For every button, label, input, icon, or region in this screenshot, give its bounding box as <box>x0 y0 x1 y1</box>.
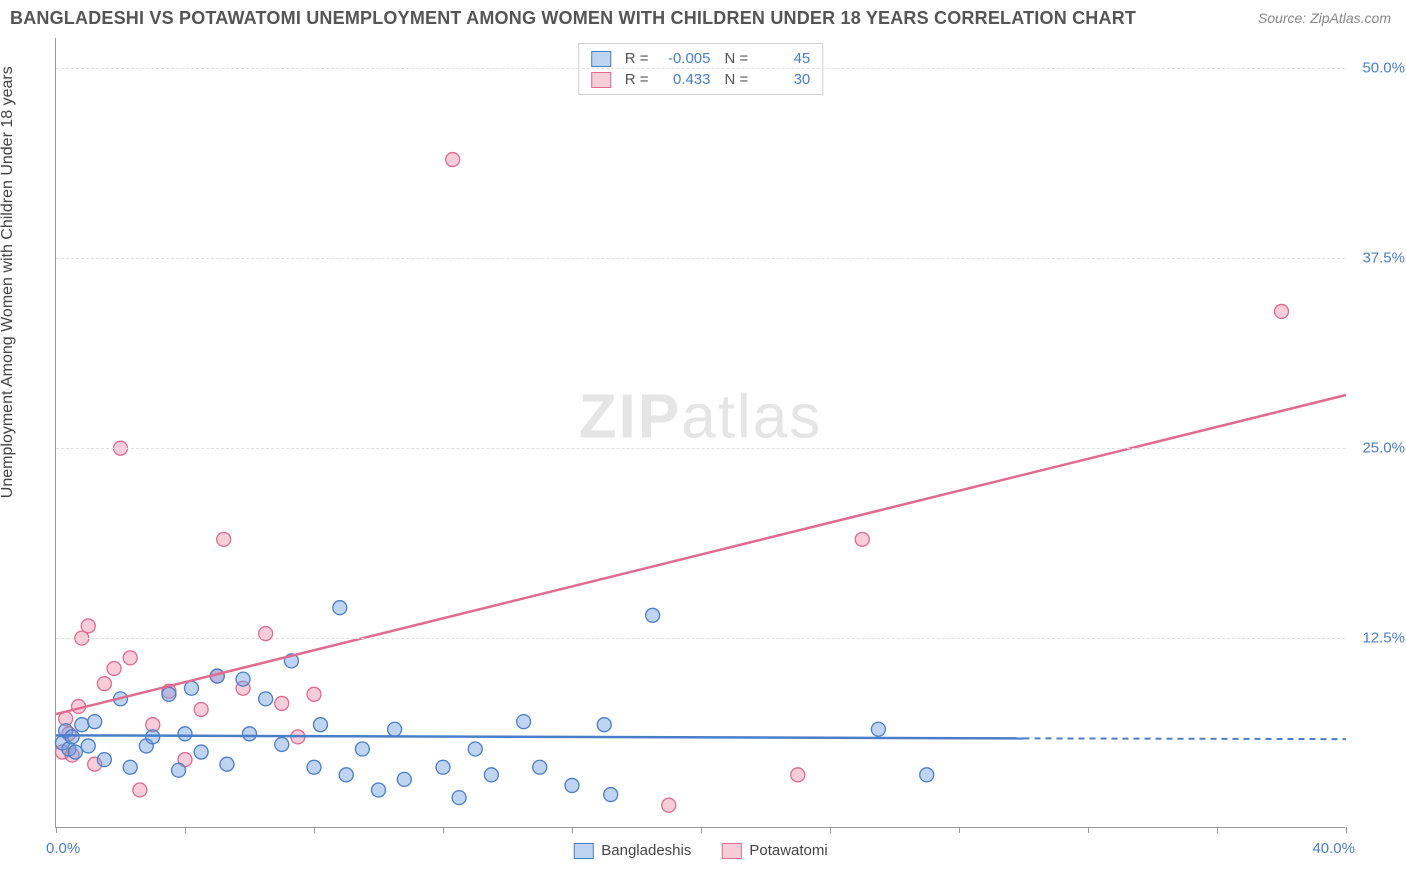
scatter-point <box>243 727 257 741</box>
scatter-point <box>388 722 402 736</box>
scatter-point <box>123 651 137 665</box>
swatch-potawatomi-2 <box>721 843 741 859</box>
x-tick <box>1088 827 1089 833</box>
x-tick <box>1217 827 1218 833</box>
scatter-point <box>107 661 121 675</box>
grid-line <box>56 68 1345 69</box>
swatch-bangladeshis-2 <box>573 843 593 859</box>
x-tick <box>443 827 444 833</box>
scatter-point <box>123 760 137 774</box>
x-tick <box>830 827 831 833</box>
scatter-point <box>236 672 250 686</box>
x-tick <box>1346 827 1347 833</box>
scatter-point <box>184 681 198 695</box>
scatter-point <box>194 703 208 717</box>
scatter-point <box>533 760 547 774</box>
x-axis-max-label: 40.0% <box>1312 840 1355 857</box>
scatter-point <box>372 783 386 797</box>
scatter-point <box>313 718 327 732</box>
y-tick-label: 12.5% <box>1362 630 1405 647</box>
scatter-point <box>871 722 885 736</box>
scatter-point <box>646 608 660 622</box>
scatter-point <box>162 687 176 701</box>
grid-line <box>56 258 1345 259</box>
chart-container: BANGLADESHI VS POTAWATOMI UNEMPLOYMENT A… <box>0 0 1406 892</box>
scatter-point <box>81 739 95 753</box>
scatter-point <box>397 772 411 786</box>
scatter-point <box>355 742 369 756</box>
scatter-point <box>88 715 102 729</box>
scatter-point <box>275 737 289 751</box>
scatter-point <box>65 730 79 744</box>
scatter-point <box>597 718 611 732</box>
scatter-point <box>97 753 111 767</box>
scatter-point <box>133 783 147 797</box>
scatter-point <box>1275 304 1289 318</box>
scatter-point <box>97 677 111 691</box>
legend-item-a: Bangladeshis <box>573 842 691 859</box>
x-tick <box>314 827 315 833</box>
legend-label-a: Bangladeshis <box>601 842 691 859</box>
scatter-svg <box>56 38 1346 828</box>
legend-label-b: Potawatomi <box>749 842 827 859</box>
scatter-point <box>333 601 347 615</box>
scatter-point <box>339 768 353 782</box>
scatter-point <box>275 696 289 710</box>
scatter-point <box>307 760 321 774</box>
scatter-point <box>75 718 89 732</box>
source-value: ZipAtlas.com <box>1310 10 1391 26</box>
series-legend: Bangladeshis Potawatomi <box>573 842 827 859</box>
scatter-point <box>604 788 618 802</box>
scatter-point <box>452 791 466 805</box>
x-tick <box>572 827 573 833</box>
y-tick-label: 25.0% <box>1362 440 1405 457</box>
scatter-point <box>446 153 460 167</box>
scatter-point <box>81 619 95 633</box>
y-tick-label: 37.5% <box>1362 250 1405 267</box>
legend-item-b: Potawatomi <box>721 842 827 859</box>
y-axis-label: Unemployment Among Women with Children U… <box>0 66 17 498</box>
x-tick <box>701 827 702 833</box>
trend-line-bangladeshis-extrapolated <box>1024 738 1347 739</box>
scatter-point <box>194 745 208 759</box>
trend-line-potawatomi <box>56 395 1346 714</box>
scatter-point <box>307 687 321 701</box>
source-label: Source: <box>1258 10 1306 26</box>
x-axis-min-label: 0.0% <box>46 840 80 857</box>
scatter-point <box>68 745 82 759</box>
scatter-point <box>436 760 450 774</box>
chart-title: BANGLADESHI VS POTAWATOMI UNEMPLOYMENT A… <box>10 8 1136 29</box>
scatter-point <box>220 757 234 771</box>
grid-line <box>56 638 1345 639</box>
scatter-point <box>662 798 676 812</box>
x-tick <box>185 827 186 833</box>
scatter-point <box>517 715 531 729</box>
y-tick-label: 50.0% <box>1362 60 1405 77</box>
scatter-point <box>855 532 869 546</box>
scatter-point <box>259 692 273 706</box>
grid-line <box>56 448 1345 449</box>
scatter-point <box>791 768 805 782</box>
scatter-point <box>565 778 579 792</box>
scatter-point <box>178 727 192 741</box>
scatter-point <box>920 768 934 782</box>
x-tick <box>56 827 57 833</box>
scatter-point <box>217 532 231 546</box>
scatter-point <box>484 768 498 782</box>
scatter-point <box>172 763 186 777</box>
source-attribution: Source: ZipAtlas.com <box>1258 10 1391 26</box>
x-tick <box>959 827 960 833</box>
scatter-point <box>468 742 482 756</box>
plot-area: ZIPatlas 0.0% 40.0% R = -0.005 N = 45 R … <box>55 38 1345 828</box>
